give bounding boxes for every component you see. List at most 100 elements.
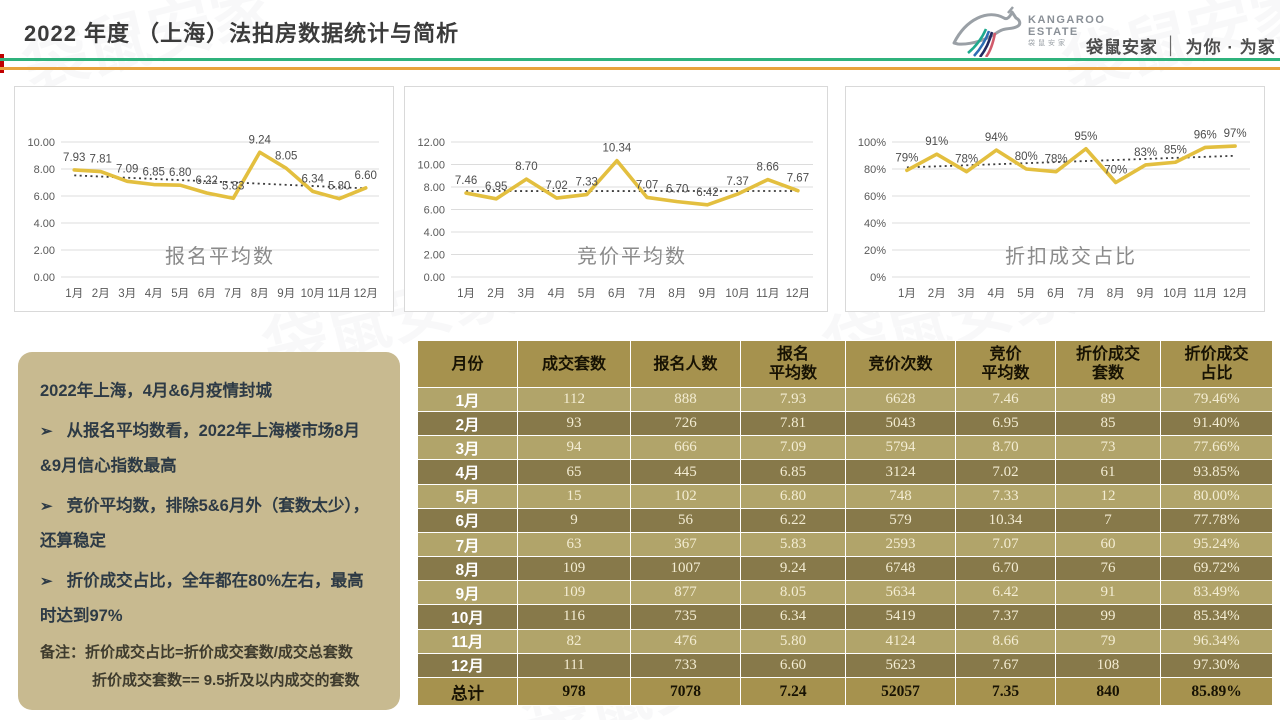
svg-text:7.07: 7.07: [636, 179, 658, 191]
svg-text:83%: 83%: [1134, 147, 1157, 159]
table-row: 10月 116 735 6.34 5419 7.37 99 85.34%: [417, 604, 1273, 630]
commentary-note: 备注：折价成交占比=折价成交套数/成交总套数: [40, 644, 353, 661]
svg-text:6.70: 6.70: [666, 184, 688, 196]
commentary-intro: 2022年上海，4月&6月疫情封城: [40, 382, 272, 400]
tagline-left: 袋鼠安家: [1086, 38, 1158, 57]
svg-text:10月: 10月: [725, 288, 749, 300]
table-cell: 735: [630, 604, 741, 630]
svg-text:4.00: 4.00: [424, 227, 445, 239]
table-cell: 85.34%: [1160, 604, 1273, 630]
svg-text:7月: 7月: [638, 288, 656, 300]
table-cell: 3124: [845, 459, 956, 485]
svg-text:12.00: 12.00: [417, 137, 445, 149]
table-cell: 85.89%: [1160, 677, 1273, 706]
table-cell: 93: [517, 411, 631, 437]
table-cell: 2月: [417, 411, 518, 437]
svg-text:6月: 6月: [1047, 288, 1065, 300]
svg-text:7月: 7月: [1077, 288, 1095, 300]
table-cell: 61: [1055, 459, 1161, 485]
svg-text:8月: 8月: [1107, 288, 1125, 300]
table-cell: 5043: [845, 411, 956, 437]
table-cell: 7.07: [955, 531, 1056, 558]
svg-text:100%: 100%: [858, 137, 886, 149]
bullet-text: 从报名平均数看，2022年上海楼市场8月&9月信心指数最高: [40, 422, 360, 475]
table-cell: 978: [517, 677, 631, 706]
table-cell: 63: [517, 531, 631, 558]
brand-tagline: 袋鼠安家 │ 为你 · 为家: [1086, 33, 1276, 58]
table-cell: 56: [630, 507, 741, 533]
svg-text:7.93: 7.93: [63, 152, 85, 164]
table-cell: 97.30%: [1160, 652, 1273, 679]
svg-text:78%: 78%: [1045, 154, 1068, 166]
svg-text:8月: 8月: [251, 288, 269, 300]
data-table: 月份 成交套数 报名人数 报名 平均数 竞价次数 竞价 平均数 折价成交 套数 折价成交 占比…: [417, 340, 1273, 706]
table-header-cell: 竞价 平均数: [955, 340, 1056, 388]
svg-text:8.00: 8.00: [424, 182, 445, 194]
red-accent-bar: [0, 54, 4, 73]
table-cell: 6.34: [740, 604, 846, 630]
table-cell: 77.78%: [1160, 507, 1273, 533]
svg-text:5.80: 5.80: [328, 181, 350, 193]
table-cell: 7.33: [955, 483, 1056, 509]
svg-text:6.80: 6.80: [169, 167, 191, 179]
table-row: 2月 93 726 7.81 5043 6.95 85 91.40%: [417, 411, 1273, 437]
svg-text:8.00: 8.00: [34, 164, 55, 176]
table-header-cell: 折价成交 套数: [1055, 340, 1161, 388]
svg-text:9月: 9月: [698, 288, 716, 300]
table-cell: 2593: [845, 531, 956, 558]
table-cell: 733: [630, 652, 741, 679]
svg-text:9月: 9月: [1137, 288, 1155, 300]
svg-text:2.00: 2.00: [424, 250, 445, 262]
bullet-arrow-icon: ➢: [40, 498, 53, 515]
table-cell: 80.00%: [1160, 483, 1273, 509]
table-cell: 109: [517, 556, 631, 582]
bullet-arrow-icon: ➢: [40, 423, 53, 440]
table-cell: 6628: [845, 386, 956, 413]
svg-text:91%: 91%: [925, 136, 948, 148]
svg-text:3月: 3月: [958, 288, 976, 300]
svg-text:2月: 2月: [928, 288, 946, 300]
table-row: 1月 112 888 7.93 6628 7.46 89 79.46%: [417, 386, 1273, 413]
table-cell: 10.34: [955, 507, 1056, 533]
table-cell: 7: [1055, 507, 1161, 533]
table-cell: 476: [630, 628, 741, 654]
table-cell: 6.95: [955, 411, 1056, 437]
commentary-note: 折价成交套数== 9.5折及以内成交的套数: [92, 672, 360, 689]
svg-text:9月: 9月: [277, 288, 295, 300]
table-cell: 5634: [845, 580, 956, 606]
svg-text:8.66: 8.66: [757, 162, 779, 174]
svg-text:97%: 97%: [1224, 128, 1247, 140]
svg-text:3月: 3月: [517, 288, 535, 300]
table-total-row: 总计 978 7078 7.24 52057 7.35 840 85.89%: [417, 677, 1273, 706]
table-cell: 1月: [417, 386, 518, 413]
table-cell: 7.67: [955, 652, 1056, 679]
table-cell: 5794: [845, 435, 956, 461]
table-row: 11月 82 476 5.80 4124 8.66 79 96.34%: [417, 628, 1273, 654]
svg-text:6月: 6月: [608, 288, 626, 300]
table-header-cell: 竞价次数: [845, 340, 956, 388]
table-row: 3月 94 666 7.09 5794 8.70 73 77.66%: [417, 435, 1273, 461]
svg-text:1月: 1月: [457, 288, 475, 300]
svg-text:0.00: 0.00: [34, 272, 55, 284]
table-cell: 79.46%: [1160, 386, 1273, 413]
svg-text:5.83: 5.83: [222, 180, 244, 192]
svg-text:96%: 96%: [1194, 129, 1217, 141]
svg-text:竞价平均数: 竞价平均数: [577, 245, 687, 268]
svg-text:6.95: 6.95: [485, 181, 507, 193]
svg-text:12月: 12月: [354, 288, 378, 300]
table-cell: 579: [845, 507, 956, 533]
table-cell: 69.72%: [1160, 556, 1273, 582]
svg-text:4月: 4月: [548, 288, 566, 300]
tagline-right: 为你 · 为家: [1185, 38, 1276, 57]
table-cell: 6月: [417, 507, 518, 533]
table-cell: 15: [517, 483, 631, 509]
svg-text:60%: 60%: [864, 191, 886, 203]
svg-text:7.67: 7.67: [787, 173, 809, 185]
svg-text:7.81: 7.81: [90, 154, 112, 166]
chart-panel-discount-deal-ratio: 0% 20% 40% 60% 80% 100% 1月 2月 3月 4月 5月 6月 7月 8月 9月 10月 1…: [845, 86, 1265, 312]
table-cell: 94: [517, 435, 631, 461]
table-cell: 840: [1055, 677, 1161, 706]
svg-text:7.37: 7.37: [726, 176, 748, 188]
table-cell: 9.24: [740, 556, 846, 582]
